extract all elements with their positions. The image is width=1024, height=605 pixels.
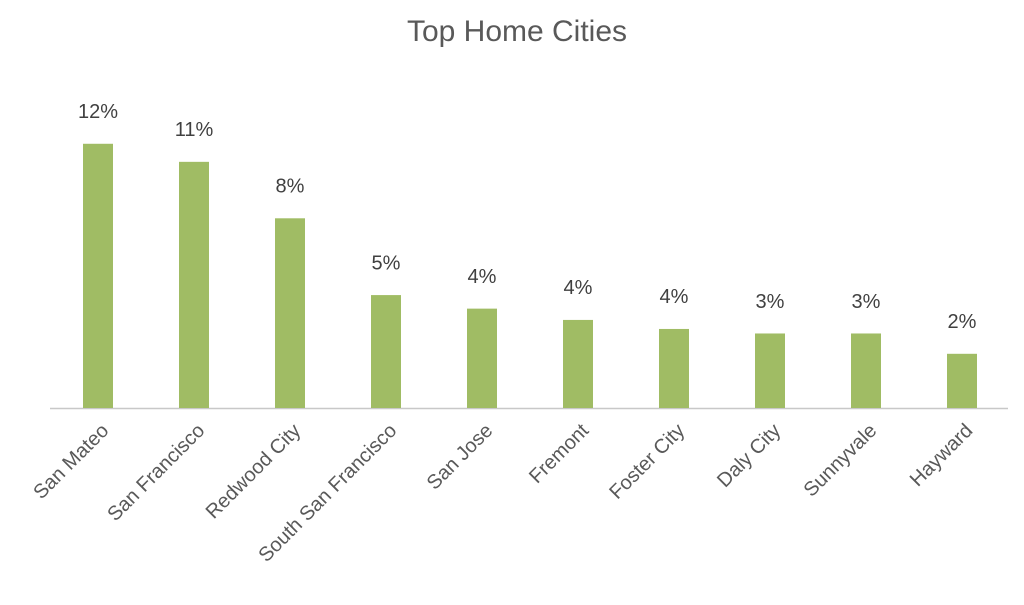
bar (755, 333, 785, 408)
value-label: 3% (852, 291, 881, 313)
x-tick-label: San Jose (423, 420, 498, 495)
bar (659, 328, 689, 408)
value-label: 2% (948, 311, 977, 333)
bar (179, 161, 209, 408)
value-label: 4% (564, 277, 593, 299)
value-label: 4% (660, 286, 689, 308)
value-label: 8% (276, 176, 305, 198)
x-tick-label: Daly City (713, 420, 785, 492)
value-label: 12% (78, 101, 118, 123)
bar (563, 319, 593, 408)
value-label: 11% (175, 119, 214, 141)
bar (83, 143, 113, 408)
x-tick-label: Fremont (525, 419, 594, 488)
bar (947, 353, 977, 408)
x-tick-label: San Mateo (29, 420, 113, 504)
x-tick-label: San Francisco (103, 420, 209, 526)
bar (275, 218, 305, 408)
value-label: 4% (468, 266, 497, 288)
bar (851, 333, 881, 408)
value-label: 3% (756, 291, 785, 313)
value-label: 5% (372, 252, 401, 274)
x-tick-label: Redwood City (202, 420, 306, 524)
x-tick-label: Sunnyvale (800, 420, 882, 502)
x-tick-label: Hayward (906, 420, 977, 491)
bar (467, 308, 497, 408)
bar (371, 295, 401, 408)
chart-title: Top Home Cities (407, 15, 627, 48)
x-tick-label: Foster City (605, 420, 689, 504)
